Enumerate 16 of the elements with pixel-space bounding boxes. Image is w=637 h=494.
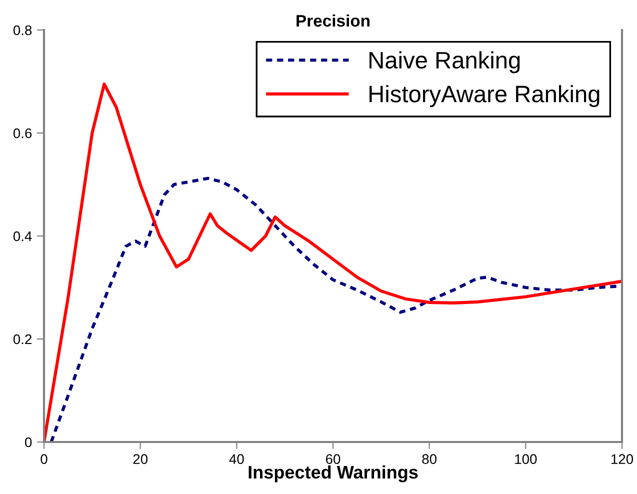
x-tick-label: 80 xyxy=(422,454,437,464)
x-tick-label: 40 xyxy=(229,454,244,464)
legend-label: HistoryAware Ranking xyxy=(370,85,600,108)
chart-title: Precision xyxy=(296,14,370,27)
y-tick-label: 0.8 xyxy=(13,25,32,36)
y-tick-label: 0 xyxy=(25,437,32,448)
x-tick-label: 120 xyxy=(611,454,634,464)
y-tick-label: 0.2 xyxy=(13,334,32,344)
y-tick-label: 0.4 xyxy=(13,231,32,242)
x-tick-label: 20 xyxy=(133,454,148,464)
x-tick-label: 60 xyxy=(326,454,340,464)
x-tick-label: 0 xyxy=(40,454,48,464)
x-tick-label: 100 xyxy=(515,454,537,464)
legend-label: Naive Ranking xyxy=(370,51,520,74)
y-tick-label: 0.6 xyxy=(13,128,32,138)
x-axis-title: Inspected Warnings xyxy=(248,465,418,482)
